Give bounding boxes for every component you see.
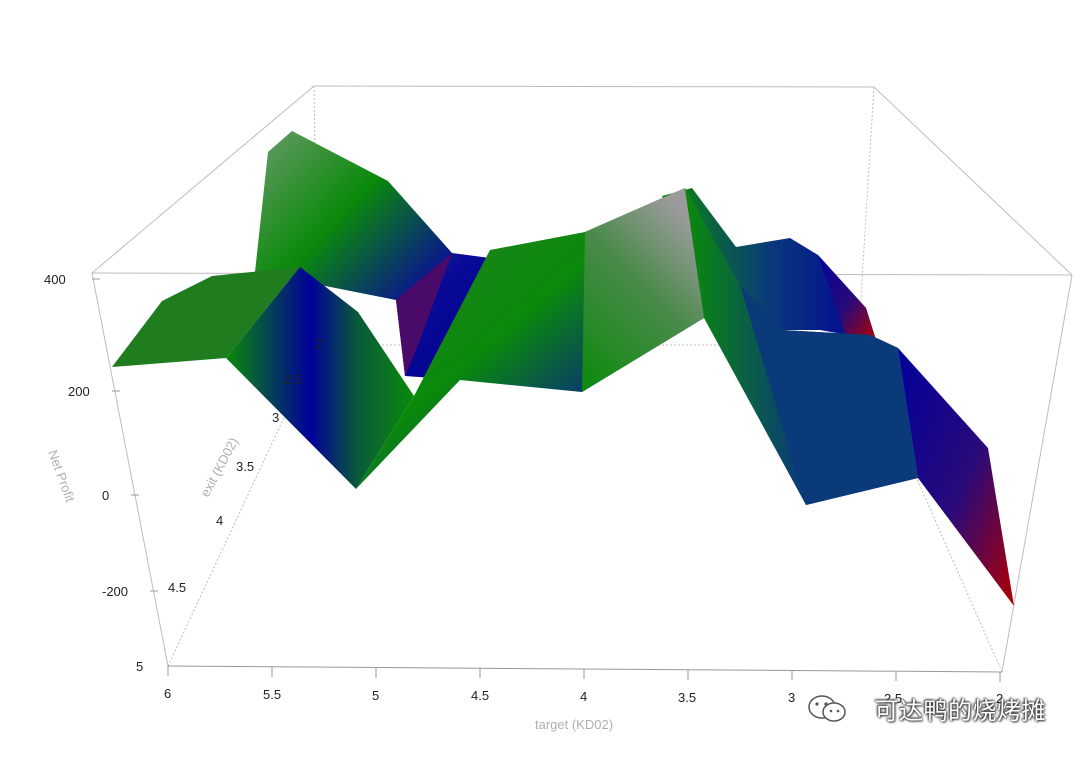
z-tick-label: 400	[44, 272, 66, 287]
z-axis-title: Net Profit	[45, 448, 78, 504]
x-tick-label: 4.5	[471, 688, 489, 703]
surface-back-peak	[255, 131, 490, 380]
surface	[112, 131, 1014, 606]
watermark-text: 可达鸭的烧烤摊	[874, 697, 1046, 725]
x-tick-label: 6	[164, 686, 171, 701]
z-tick-label: 200	[68, 384, 90, 399]
x-axis: 6 5.5 5 4.5 4 3.5 3 2.5 2 target (KD02)	[164, 665, 1003, 732]
surface-vee-left	[226, 267, 414, 489]
y-tick-label: 4.5	[168, 580, 186, 595]
x-tick-label: 2.5	[884, 691, 902, 706]
wechat-icon	[808, 695, 846, 722]
surface-back-right	[662, 188, 876, 340]
x-tick-label: 5.5	[263, 687, 281, 702]
surface-tail	[898, 348, 1014, 606]
x-axis-title: target (KD02)	[535, 717, 613, 732]
x-tick-label: 2	[996, 691, 1003, 706]
surface-red-right	[818, 255, 876, 340]
surface-grey-ridge	[582, 188, 704, 392]
surface-left-flap	[112, 267, 300, 367]
y-tick-label: 3.5	[236, 459, 254, 474]
y-axis: 2 2.5 3 3.5 4 4.5 5 exit (KD02)	[136, 336, 322, 674]
surface-teal-right	[740, 285, 918, 505]
y-axis-title: exit (KD02)	[197, 435, 241, 499]
surface-red-left	[396, 253, 452, 376]
x-tick-label: 4	[580, 689, 587, 704]
y-tick-label: 5	[136, 659, 143, 674]
y-tick-label: 2.5	[284, 372, 302, 387]
x-tick-label: 3	[788, 690, 795, 705]
y-tick-label: 4	[216, 513, 223, 528]
y-tick-label: 2	[315, 336, 322, 351]
y-tick-label: 3	[272, 410, 279, 425]
x-tick-label: 3.5	[678, 690, 696, 705]
z-tick-label: -200	[102, 584, 128, 599]
z-tick-label: 0	[102, 488, 109, 503]
x-tick-label: 5	[372, 688, 379, 703]
